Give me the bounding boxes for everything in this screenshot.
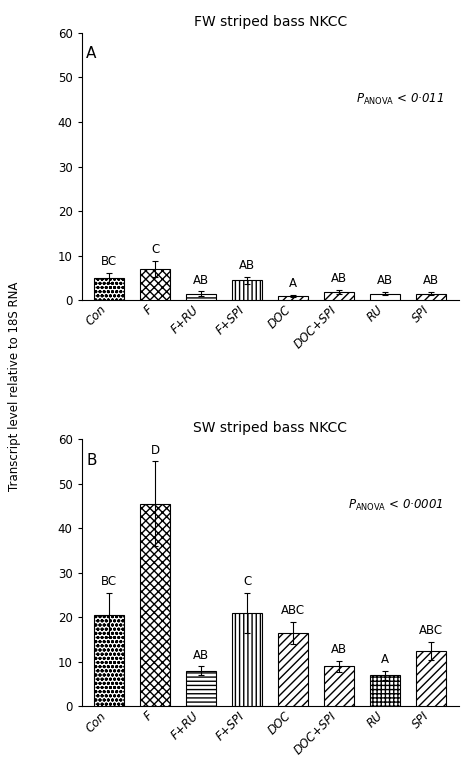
Bar: [186, 671, 216, 706]
Bar: [232, 613, 262, 706]
Text: A: A: [289, 277, 297, 290]
Text: AB: AB: [193, 273, 210, 286]
Bar: [94, 278, 124, 300]
Text: Transcript level relative to 18S RNA: Transcript level relative to 18S RNA: [8, 281, 21, 491]
Text: C: C: [243, 575, 251, 588]
Bar: [186, 293, 216, 300]
Text: BC: BC: [101, 575, 117, 588]
Text: AB: AB: [331, 643, 347, 656]
Text: BC: BC: [101, 255, 117, 268]
Title: SW striped bass NKCC: SW striped bass NKCC: [193, 422, 347, 435]
Bar: [94, 615, 124, 706]
Text: ABC: ABC: [281, 604, 305, 617]
Text: AB: AB: [193, 648, 210, 662]
Bar: [370, 293, 401, 300]
Bar: [324, 666, 354, 706]
Text: AB: AB: [377, 274, 393, 287]
Text: C: C: [151, 243, 159, 256]
Text: AB: AB: [423, 274, 439, 287]
Text: B: B: [86, 452, 97, 468]
Bar: [232, 280, 262, 300]
Bar: [140, 269, 170, 300]
Bar: [140, 504, 170, 706]
Text: $P_{\mathrm{ANOVA}}$ < 0·011: $P_{\mathrm{ANOVA}}$ < 0·011: [356, 92, 444, 107]
Text: A: A: [382, 653, 389, 666]
Bar: [278, 633, 308, 706]
Text: AB: AB: [331, 273, 347, 285]
Text: $P_{\mathrm{ANOVA}}$ < 0·0001: $P_{\mathrm{ANOVA}}$ < 0·0001: [348, 498, 444, 513]
Bar: [278, 296, 308, 300]
Title: FW striped bass NKCC: FW striped bass NKCC: [194, 15, 347, 29]
Bar: [324, 293, 354, 300]
Bar: [417, 293, 447, 300]
Bar: [417, 651, 447, 706]
Text: AB: AB: [239, 259, 255, 272]
Bar: [370, 676, 401, 706]
Text: A: A: [86, 46, 97, 61]
Text: ABC: ABC: [419, 624, 444, 637]
Text: D: D: [151, 444, 160, 457]
